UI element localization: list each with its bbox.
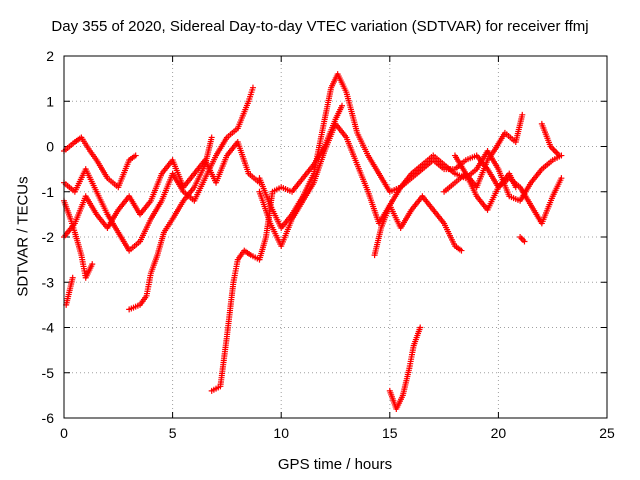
- plot-frame: [63, 55, 608, 419]
- y-tick-label: 2: [46, 48, 54, 64]
- x-tick-label: 15: [382, 425, 398, 441]
- series-track-l: [441, 170, 519, 213]
- x-tick-label: 25: [599, 425, 615, 441]
- series-track-n: [517, 234, 528, 245]
- chart-title: Day 355 of 2020, Sidereal Day-to-day VTE…: [51, 18, 589, 35]
- data-point: [249, 84, 256, 91]
- series-track-h: [256, 71, 565, 231]
- data-point: [512, 184, 519, 191]
- data-point: [339, 102, 346, 109]
- x-tick-label: 10: [273, 425, 289, 441]
- data-point: [556, 152, 563, 159]
- y-tick-label: 0: [46, 139, 54, 155]
- y-tick-label: -3: [42, 274, 55, 290]
- x-tick-label: 5: [169, 425, 177, 441]
- data-point: [417, 324, 424, 331]
- y-tick-label: 1: [46, 93, 54, 109]
- data-point: [458, 247, 465, 254]
- x-tick-label: 20: [491, 425, 507, 441]
- y-tick-label: -5: [42, 365, 55, 381]
- series-track-d: [63, 274, 76, 308]
- series-track-k: [386, 324, 424, 412]
- series-track-a: [61, 197, 96, 281]
- y-tick-label: -4: [42, 320, 55, 336]
- series-track-j: [371, 148, 565, 259]
- y-tick-label: -2: [42, 229, 55, 245]
- data-point: [521, 238, 528, 245]
- data-point: [132, 152, 139, 159]
- x-tick-label: 0: [60, 425, 68, 441]
- series-track-f: [126, 134, 215, 313]
- series-track-o: [538, 120, 563, 159]
- y-tick-label: -6: [42, 410, 55, 426]
- series-track-e: [61, 84, 256, 254]
- series-track-c: [61, 134, 139, 191]
- data-point: [558, 175, 565, 182]
- series-track-i: [256, 120, 465, 254]
- grid: [64, 56, 607, 418]
- data-point: [69, 274, 76, 281]
- data-point: [89, 261, 96, 268]
- x-axis-label: GPS time / hours: [277, 456, 393, 473]
- data-point: [519, 111, 526, 118]
- data-marks: [61, 71, 565, 412]
- series-track-b: [61, 138, 263, 240]
- series-track-m: [451, 111, 526, 191]
- data-point: [208, 134, 215, 141]
- y-tick-label: -1: [42, 184, 55, 200]
